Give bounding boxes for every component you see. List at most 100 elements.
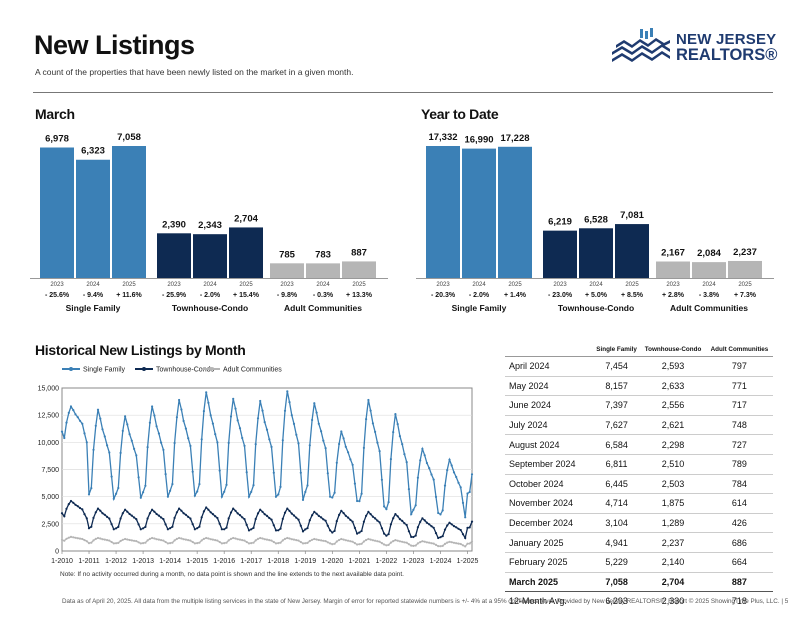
- series-point: [198, 541, 201, 544]
- x-tick-label: 1-2020: [321, 558, 343, 565]
- series-point: [130, 514, 133, 517]
- series-point: [121, 429, 124, 432]
- series-point: [349, 540, 352, 543]
- series-point: [290, 538, 293, 541]
- series-point: [455, 475, 458, 479]
- series-point: [72, 409, 75, 412]
- series-point: [347, 539, 350, 542]
- ytd-bar-chart: 17,332 2023 - 20.3% 16,990 2024 - 2.0% 17,228 2…: [416, 132, 774, 313]
- table-cell-value: 7,454: [593, 356, 641, 377]
- series-point: [227, 441, 230, 444]
- series-point: [403, 522, 406, 525]
- series-point: [281, 439, 284, 442]
- series-point: [69, 499, 73, 503]
- series-point: [202, 410, 205, 413]
- series-point: [403, 541, 406, 544]
- page-title: New Listings: [34, 30, 195, 60]
- series-point: [470, 540, 474, 543]
- series-point: [142, 527, 145, 530]
- series-point: [385, 508, 388, 511]
- table-cell-value: 6,445: [593, 474, 641, 495]
- series-point: [439, 545, 442, 548]
- series-point: [94, 424, 97, 427]
- series-point: [164, 473, 167, 476]
- series-point: [218, 469, 221, 472]
- series-point: [446, 524, 449, 527]
- bar-value-label: 6,323: [81, 146, 105, 157]
- series-point: [376, 519, 379, 522]
- series-point: [338, 538, 341, 542]
- series-point: [85, 441, 88, 444]
- series-point: [340, 430, 343, 433]
- series-point: [403, 453, 406, 456]
- series-point: [245, 540, 248, 544]
- series-point: [349, 458, 352, 461]
- logo-line1: NEW JERSEY: [676, 31, 777, 48]
- series-point: [441, 509, 444, 512]
- series-point: [407, 488, 410, 491]
- series-point: [171, 525, 174, 528]
- series-point: [166, 542, 169, 545]
- series-point: [151, 536, 154, 540]
- historical-chart-title: Historical New Listings by Month: [35, 342, 246, 358]
- series-point: [256, 537, 260, 540]
- x-tick-label: 1-2025: [457, 558, 479, 565]
- series-point: [455, 526, 458, 529]
- series-point: [234, 537, 237, 540]
- series-point: [347, 451, 350, 454]
- series-point: [191, 523, 194, 526]
- table-cell-month: January 2025: [505, 532, 593, 553]
- series-point: [288, 401, 291, 404]
- series-point: [263, 513, 266, 516]
- series-point: [247, 495, 251, 498]
- series-point: [155, 512, 158, 516]
- series-point: [299, 471, 302, 474]
- series-point: [110, 523, 113, 526]
- series-point: [274, 495, 278, 498]
- table-cell-month: October 2024: [505, 474, 593, 495]
- table-cell-value: 2,704: [640, 572, 706, 593]
- bar-year-label: 2024: [702, 282, 716, 288]
- x-tick-label: 1-2016: [213, 558, 235, 565]
- series-point: [153, 414, 156, 417]
- table-cell-value: 7,627: [593, 415, 641, 436]
- series-point: [211, 422, 214, 425]
- series-point: [198, 525, 201, 528]
- series-point: [106, 539, 109, 542]
- x-tick-label: 1-2017: [240, 558, 262, 565]
- table-header-single-family: Single Family: [593, 344, 641, 357]
- series-point: [410, 544, 413, 547]
- bar-group-label: Single Family: [452, 303, 507, 313]
- series-point: [360, 492, 363, 495]
- series-point: [236, 512, 239, 515]
- series-point: [414, 504, 417, 507]
- series-point: [468, 490, 471, 494]
- series-point: [135, 518, 138, 521]
- series-point: [67, 503, 70, 506]
- series-point: [412, 544, 415, 547]
- series-point: [380, 478, 383, 481]
- bar: [579, 228, 613, 278]
- series-point: [87, 542, 91, 545]
- bar-year-label: 2023: [167, 282, 181, 288]
- monthly-table: Single Family Townhouse-Condo Adult Comm…: [505, 344, 773, 611]
- series-point: [148, 537, 151, 540]
- series-point: [223, 490, 226, 493]
- series-point: [470, 520, 474, 523]
- series-point: [446, 469, 449, 472]
- series-point: [124, 537, 127, 541]
- series-point: [378, 521, 381, 524]
- series-point: [383, 543, 386, 546]
- series-point: [358, 500, 361, 503]
- series-point: [338, 442, 341, 446]
- series-point: [193, 528, 196, 531]
- series-point: [315, 538, 318, 541]
- series-point: [299, 524, 302, 527]
- table-cell-value: 1,875: [640, 493, 706, 514]
- series-point: [270, 518, 273, 521]
- series-point: [371, 422, 374, 425]
- table-row: August 2024 6,584 2,298 727: [505, 434, 773, 455]
- series-point: [414, 544, 417, 547]
- y-tick-label: 5,000: [41, 494, 59, 501]
- series-point: [405, 541, 408, 544]
